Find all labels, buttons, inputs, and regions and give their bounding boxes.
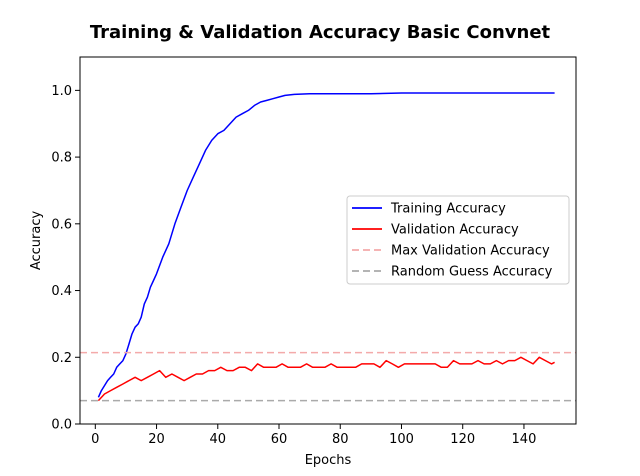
x-tick-label: 20 (148, 432, 165, 447)
y-tick-label: 0.6 (51, 217, 72, 232)
x-tick-label: 60 (271, 432, 288, 447)
x-tick-label: 80 (332, 432, 349, 447)
y-axis-ticks: 0.0 0.2 0.4 0.6 0.8 1.0 (51, 84, 80, 433)
y-tick-label: 0.8 (51, 151, 72, 166)
y-tick-label: 0.0 (51, 418, 72, 433)
legend: Training Accuracy Validation Accuracy Max … (346, 195, 570, 285)
axes-frame (79, 56, 577, 425)
x-tick-label: 100 (389, 432, 414, 447)
chart-title: Training & Validation Accuracy Basic Con… (90, 22, 551, 43)
validation-accuracy-line (97, 356, 555, 402)
x-tick-label: 140 (512, 432, 537, 447)
legend-label-max-validation-accuracy: Max Validation Accuracy (391, 244, 550, 259)
legend-label-validation-accuracy: Validation Accuracy (391, 223, 519, 238)
legend-label-training-accuracy: Training Accuracy (390, 202, 506, 217)
legend-label-random-guess-accuracy: Random Guess Accuracy (391, 265, 553, 280)
plot-area (80, 92, 576, 402)
x-tick-label: 40 (210, 432, 227, 447)
x-tick-label: 0 (91, 432, 99, 447)
training-accuracy-line (97, 92, 555, 398)
x-tick-label: 120 (450, 432, 475, 447)
y-tick-label: 0.2 (51, 351, 72, 366)
y-tick-label: 1.0 (51, 84, 72, 99)
x-axis-ticks: 0 20 40 60 80 100 120 140 (91, 424, 536, 447)
x-axis-label: Epochs (305, 453, 352, 468)
legend-box (346, 195, 570, 285)
y-tick-label: 0.4 (51, 284, 72, 299)
y-axis-label: Accuracy (29, 211, 44, 271)
